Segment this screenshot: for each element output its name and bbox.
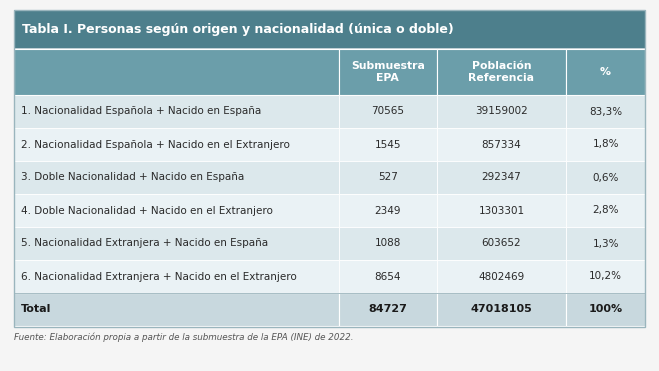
Bar	[437, 95, 566, 128]
Text: 2,8%: 2,8%	[592, 206, 619, 216]
Bar	[14, 194, 339, 227]
Bar	[14, 293, 339, 326]
Text: Fuente: Elaboración propia a partir de la submuestra de la EPA (INE) de 2022.: Fuente: Elaboración propia a partir de l…	[14, 333, 353, 342]
Text: 3. Doble Nacionalidad + Nacido en España: 3. Doble Nacionalidad + Nacido en España	[21, 173, 244, 183]
Bar	[339, 161, 437, 194]
Text: 2349: 2349	[374, 206, 401, 216]
Text: 5. Nacionalidad Extranjera + Nacido en España: 5. Nacionalidad Extranjera + Nacido en E…	[21, 239, 268, 249]
Text: 100%: 100%	[588, 305, 623, 315]
Text: 4. Doble Nacionalidad + Nacido en el Extranjero: 4. Doble Nacionalidad + Nacido en el Ext…	[21, 206, 273, 216]
Bar	[14, 128, 339, 161]
Text: 2. Nacionalidad Española + Nacido en el Extranjero: 2. Nacionalidad Española + Nacido en el …	[21, 139, 290, 150]
Text: 857334: 857334	[482, 139, 521, 150]
Text: Submuestra
EPA: Submuestra EPA	[351, 61, 425, 83]
Bar	[14, 227, 339, 260]
Bar	[339, 194, 437, 227]
Bar	[566, 95, 645, 128]
Bar	[566, 260, 645, 293]
Bar	[14, 161, 339, 194]
Bar	[437, 227, 566, 260]
Bar	[339, 227, 437, 260]
Bar	[14, 293, 645, 294]
Text: 1545: 1545	[374, 139, 401, 150]
Bar	[566, 227, 645, 260]
Bar	[339, 95, 437, 128]
Bar	[437, 161, 566, 194]
Text: 4802469: 4802469	[478, 272, 525, 282]
Bar	[566, 293, 645, 326]
Bar	[566, 161, 645, 194]
Bar	[566, 49, 645, 95]
Bar	[14, 260, 339, 293]
Text: 527: 527	[378, 173, 398, 183]
Bar	[437, 194, 566, 227]
Bar	[339, 293, 437, 326]
Text: 70565: 70565	[372, 106, 405, 116]
Bar	[14, 48, 645, 49]
Bar	[437, 260, 566, 293]
Text: %: %	[600, 67, 611, 77]
Text: 39159002: 39159002	[475, 106, 528, 116]
Bar	[339, 49, 437, 95]
Bar	[14, 95, 339, 128]
Bar	[437, 293, 566, 326]
Text: Población
Referencia: Población Referencia	[469, 61, 534, 83]
Text: 1. Nacionalidad Española + Nacido en España: 1. Nacionalidad Española + Nacido en Esp…	[21, 106, 261, 116]
Text: 47018105: 47018105	[471, 305, 532, 315]
Text: 10,2%: 10,2%	[589, 272, 622, 282]
Bar	[14, 10, 645, 327]
Text: 8654: 8654	[374, 272, 401, 282]
Bar	[339, 260, 437, 293]
Text: Total: Total	[21, 305, 51, 315]
Text: 603652: 603652	[482, 239, 521, 249]
Bar	[437, 49, 566, 95]
Text: 1088: 1088	[375, 239, 401, 249]
Bar	[437, 128, 566, 161]
Bar	[339, 128, 437, 161]
Text: 0,6%: 0,6%	[592, 173, 619, 183]
Text: 1,8%: 1,8%	[592, 139, 619, 150]
Text: 84727: 84727	[368, 305, 407, 315]
Bar	[566, 128, 645, 161]
Bar	[14, 49, 339, 95]
Text: 1303301: 1303301	[478, 206, 525, 216]
Text: 1,3%: 1,3%	[592, 239, 619, 249]
Text: 6. Nacionalidad Extranjera + Nacido en el Extranjero: 6. Nacionalidad Extranjera + Nacido en e…	[21, 272, 297, 282]
Bar	[14, 10, 645, 48]
Text: 83,3%: 83,3%	[589, 106, 622, 116]
Text: Tabla I. Personas según origen y nacionalidad (única o doble): Tabla I. Personas según origen y naciona…	[22, 23, 454, 36]
Text: 292347: 292347	[482, 173, 521, 183]
Bar	[566, 194, 645, 227]
